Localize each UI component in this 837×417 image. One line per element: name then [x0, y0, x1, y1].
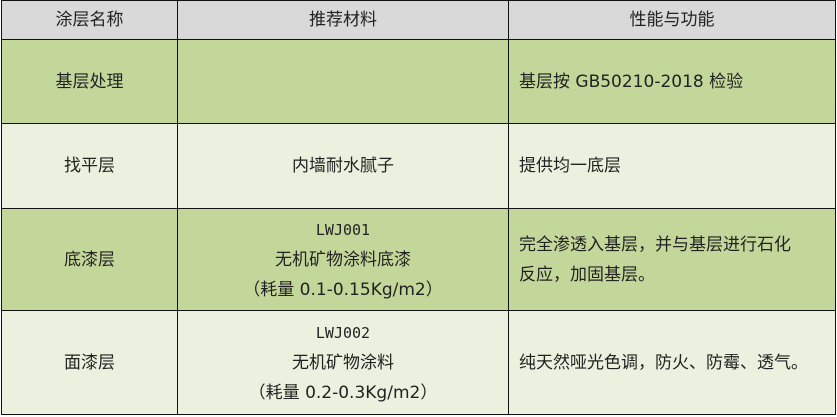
material-line: 无机矿物涂料底漆: [275, 249, 411, 270]
cell-name: 找平层: [1, 123, 178, 209]
material-code: LWJ002: [315, 323, 371, 342]
cell-function: 基层按 GB50210-2018 检验: [508, 39, 836, 124]
material-consumption: （耗量 0.2-0.3Kg/m2）: [248, 382, 438, 403]
material-line: 无机矿物涂料: [292, 352, 394, 373]
header-name: 涂层名称: [1, 0, 178, 40]
function-line: 反应，加固基层。: [519, 264, 655, 285]
material-line: 内墙耐水腻子: [292, 156, 394, 176]
function-line: 基层按 GB50210-2018 检验: [519, 71, 744, 92]
cell-name: 基层处理: [1, 39, 178, 124]
cell-function: 提供均一底层: [508, 123, 836, 209]
header-function: 性能与功能: [508, 0, 836, 40]
material-consumption: （耗量 0.1-0.15Kg/m2）: [243, 279, 443, 300]
cell-material: LWJ002 无机矿物涂料 （耗量 0.2-0.3Kg/m2）: [177, 310, 509, 415]
header-row: 涂层名称 推荐材料 性能与功能: [1, 0, 836, 40]
function-line: 纯天然哑光色调，防火、防霉、透气。: [519, 352, 808, 373]
cell-name: 底漆层: [1, 208, 178, 311]
cell-function: 纯天然哑光色调，防火、防霉、透气。: [508, 310, 836, 415]
material-code: LWJ001: [315, 220, 371, 239]
header-material: 推荐材料: [177, 0, 509, 40]
cell-function: 完全渗透入基层，并与基层进行石化 反应，加固基层。: [508, 208, 836, 311]
cell-name: 面漆层: [1, 310, 178, 415]
table-row: 底漆层 LWJ001 无机矿物涂料底漆 （耗量 0.1-0.15Kg/m2） 完…: [1, 208, 836, 311]
table-row: 面漆层 LWJ002 无机矿物涂料 （耗量 0.2-0.3Kg/m2） 纯天然哑…: [1, 310, 836, 415]
cell-material: [177, 39, 509, 124]
table-row: 基层处理 基层按 GB50210-2018 检验: [1, 39, 836, 124]
function-line: 提供均一底层: [519, 156, 621, 176]
cell-material: LWJ001 无机矿物涂料底漆 （耗量 0.1-0.15Kg/m2）: [177, 208, 509, 311]
table-row: 找平层 内墙耐水腻子 提供均一底层: [1, 123, 836, 209]
function-line: 完全渗透入基层，并与基层进行石化: [519, 234, 791, 255]
cell-material: 内墙耐水腻子: [177, 123, 509, 209]
